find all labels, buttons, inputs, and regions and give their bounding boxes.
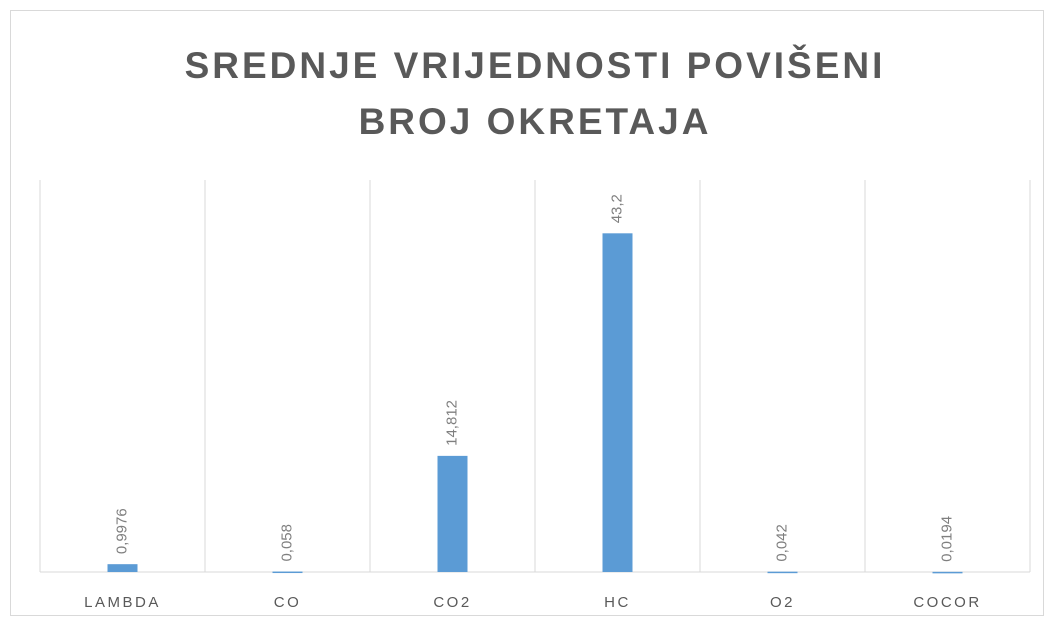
x-tick-label: COCOR bbox=[913, 594, 981, 611]
chart-frame bbox=[10, 10, 1044, 616]
data-label: 14,812 bbox=[443, 400, 460, 446]
bar bbox=[932, 571, 963, 574]
bar bbox=[602, 233, 633, 572]
x-tick-label: HC bbox=[604, 594, 631, 611]
bar bbox=[437, 455, 468, 572]
x-tick-label: O2 bbox=[770, 594, 795, 611]
data-label: 0,0194 bbox=[938, 516, 955, 562]
bar bbox=[107, 564, 138, 572]
data-label: 0,042 bbox=[773, 524, 790, 562]
bar bbox=[767, 571, 798, 574]
chart-title: SREDNJE VRIJEDNOSTI POVIŠENI BROJ OKRETA… bbox=[184, 45, 886, 142]
data-label: 43,2 bbox=[608, 194, 625, 223]
bar bbox=[272, 571, 303, 574]
x-tick-label: LAMBDA bbox=[84, 594, 161, 611]
data-label: 0,9976 bbox=[113, 508, 130, 554]
x-tick-label: CO bbox=[274, 594, 302, 611]
data-label: 0,058 bbox=[278, 524, 295, 562]
x-tick-label: CO2 bbox=[433, 594, 471, 611]
